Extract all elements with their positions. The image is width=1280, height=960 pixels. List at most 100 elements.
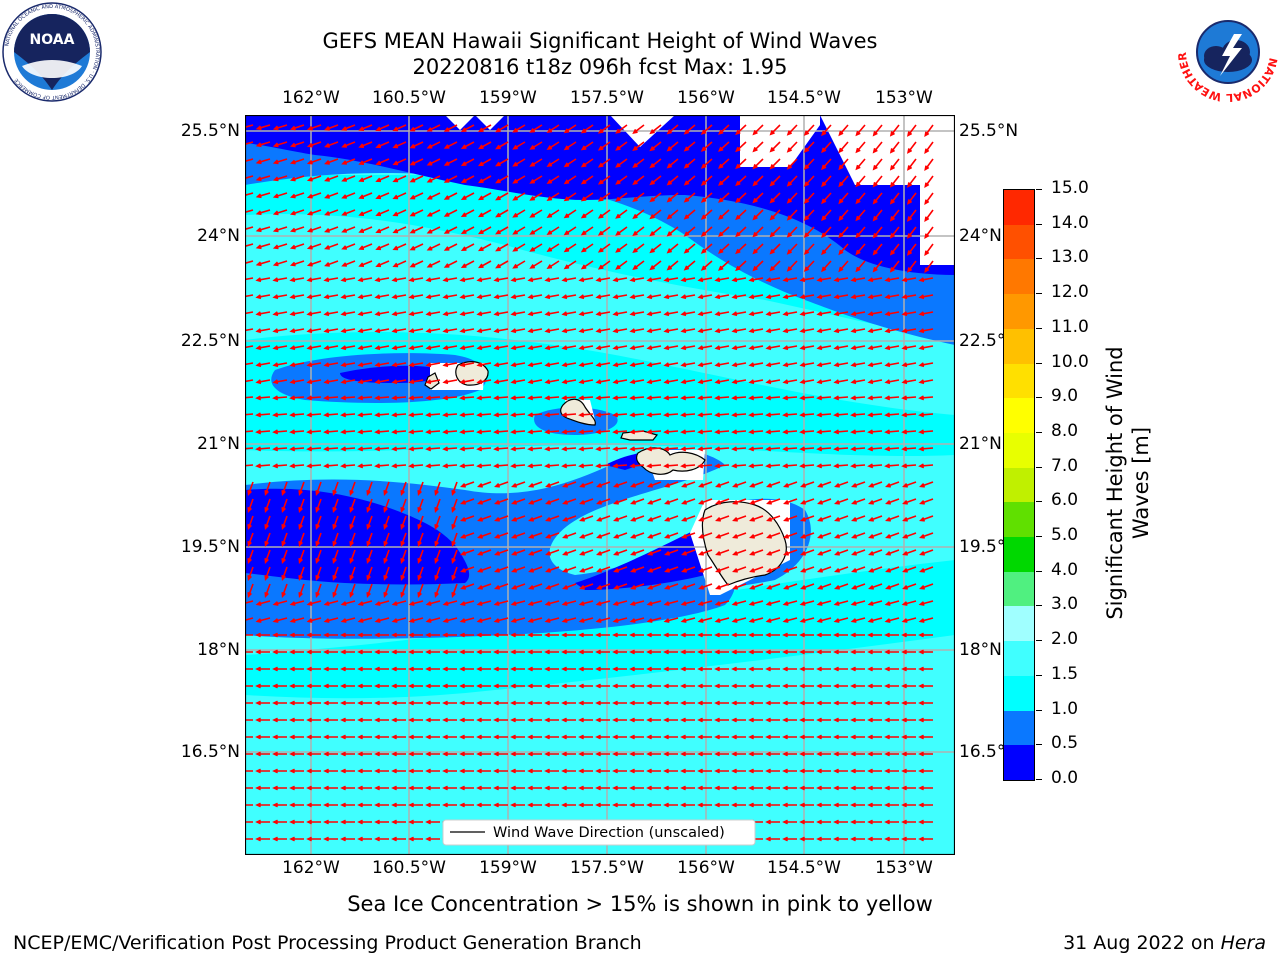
- wave-direction-arrow: [289, 226, 305, 233]
- wave-direction-arrow: [459, 362, 475, 368]
- wave-direction-arrow: [545, 515, 560, 522]
- wave-direction-arrow: [255, 158, 271, 165]
- wave-direction-arrow: [289, 649, 304, 655]
- wave-direction-arrow: [803, 226, 815, 238]
- wave-direction-arrow: [714, 446, 730, 452]
- wave-direction-arrow: [400, 481, 407, 496]
- wave-direction-arrow: [765, 362, 781, 368]
- wave-direction-arrow: [748, 683, 763, 689]
- wave-direction-arrow: [375, 141, 390, 149]
- wave-direction-arrow: [391, 717, 406, 723]
- wave-direction-arrow: [493, 379, 509, 385]
- wave-direction-arrow: [245, 192, 254, 197]
- wave-direction-arrow: [493, 463, 509, 469]
- wave-direction-arrow: [255, 785, 270, 791]
- wave-direction-arrow: [442, 700, 457, 706]
- colorbar-tick-mark: [1036, 709, 1042, 711]
- wave-direction-arrow: [245, 821, 253, 823]
- wave-direction-arrow: [714, 294, 730, 300]
- wave-direction-arrow: [392, 226, 407, 234]
- wave-direction-arrow: [357, 785, 372, 791]
- wave-direction-arrow: [544, 600, 560, 606]
- wave-direction-arrow: [850, 311, 866, 317]
- wave-direction-arrow: [289, 412, 305, 418]
- wave-direction-arrow: [803, 243, 815, 255]
- wave-direction-arrow: [451, 515, 458, 530]
- wave-direction-arrow: [714, 649, 729, 655]
- wave-direction-arrow: [425, 666, 440, 672]
- wave-direction-arrow: [646, 463, 662, 469]
- wave-direction-arrow: [563, 192, 577, 202]
- wave-direction-arrow: [476, 345, 492, 351]
- wave-direction-arrow: [510, 700, 525, 706]
- wave-direction-arrow: [663, 463, 679, 469]
- wave-direction-arrow: [906, 124, 917, 137]
- wave-direction-arrow: [867, 666, 882, 672]
- wave-direction-arrow: [595, 649, 610, 655]
- wave-direction-arrow: [906, 226, 917, 239]
- colorbar-swatch: [1004, 641, 1034, 676]
- wave-direction-arrow: [680, 412, 696, 418]
- wave-direction-arrow: [392, 124, 407, 132]
- wave-direction-arrow: [612, 463, 628, 469]
- wave-direction-arrow: [357, 649, 372, 655]
- wave-direction-arrow: [817, 515, 832, 522]
- run-machine: Hera: [1220, 932, 1266, 954]
- wave-direction-arrow: [884, 463, 900, 469]
- wave-direction-arrow: [562, 583, 577, 590]
- wave-direction-arrow: [884, 751, 899, 757]
- wave-direction-arrow: [272, 617, 288, 623]
- wave-direction-arrow: [527, 429, 543, 435]
- wave-direction-arrow: [769, 158, 781, 170]
- wave-direction-arrow: [782, 649, 797, 655]
- wave-direction-arrow: [527, 802, 542, 808]
- wave-direction-arrow: [666, 141, 679, 152]
- wave-direction-arrow: [561, 666, 576, 672]
- map-legend: Wind Wave Direction (unscaled): [442, 819, 756, 846]
- wave-direction-arrow: [459, 345, 475, 351]
- wave-direction-arrow: [341, 124, 356, 131]
- wave-direction-arrow: [799, 768, 814, 774]
- wave-direction-arrow: [255, 395, 271, 401]
- wave-direction-arrow: [578, 311, 594, 317]
- wave-direction-arrow: [426, 141, 441, 149]
- wave-direction-arrow: [766, 498, 781, 505]
- wave-direction-arrow: [714, 617, 730, 623]
- wave-direction-arrow: [867, 617, 883, 623]
- wave-direction-arrow: [595, 362, 611, 368]
- wave-direction-arrow: [834, 566, 849, 573]
- wave-direction-arrow: [748, 768, 763, 774]
- wave-direction-arrow: [245, 158, 254, 163]
- wave-direction-arrow: [578, 600, 594, 606]
- wave-direction-arrow: [884, 600, 900, 606]
- wave-direction-arrow: [340, 362, 356, 368]
- wave-direction-arrow: [666, 175, 679, 186]
- wave-direction-arrow: [833, 277, 849, 283]
- wave-direction-arrow: [700, 175, 713, 186]
- wave-direction-arrow: [884, 717, 899, 723]
- wave-direction-arrow: [735, 243, 747, 255]
- wave-direction-arrow: [901, 362, 917, 368]
- wave-direction-arrow: [629, 463, 645, 469]
- wave-direction-arrow: [561, 328, 577, 334]
- wave-direction-arrow: [527, 683, 542, 689]
- wave-direction-arrow: [375, 175, 390, 183]
- wave-direction-arrow: [918, 802, 933, 808]
- wave-direction-arrow: [855, 260, 866, 273]
- wave-direction-arrow: [323, 751, 338, 757]
- colorbar-tick-mark: [1036, 674, 1042, 676]
- wave-direction-arrow: [821, 158, 832, 171]
- wave-direction-arrow: [476, 362, 492, 368]
- wave-direction-arrow: [289, 362, 305, 368]
- wave-direction-arrow: [885, 498, 900, 505]
- wave-direction-arrow: [872, 209, 883, 222]
- wave-direction-arrow: [595, 802, 610, 808]
- wave-direction-arrow: [850, 700, 865, 706]
- wave-direction-arrow: [358, 141, 373, 148]
- wave-direction-arrow: [765, 649, 780, 655]
- wave-direction-arrow: [765, 345, 781, 351]
- wave-direction-arrow: [748, 751, 763, 757]
- wave-direction-arrow: [375, 124, 390, 132]
- wave-direction-arrow: [646, 785, 661, 791]
- wave-direction-arrow: [735, 124, 747, 136]
